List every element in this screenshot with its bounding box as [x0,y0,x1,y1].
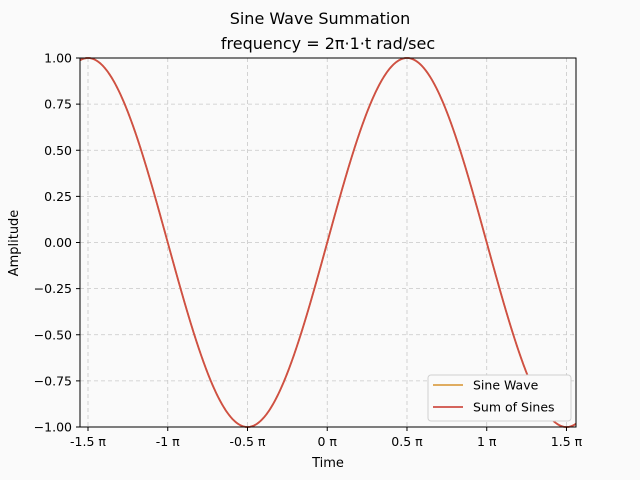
series-line-sum-of-sines [79,57,577,428]
legend-label-sum-of-sines: Sum of Sines [473,400,555,415]
x-tick-label: -0.5 π [230,434,266,449]
y-tick-label: 0.00 [44,235,72,250]
legend-label-sine-wave: Sine Wave [473,378,539,393]
legend-box [427,374,572,422]
x-tick-label: 1.5 π [551,434,583,449]
y-axis-label: Amplitude [7,210,22,277]
chart-title: Sine Wave Summation [230,9,411,28]
legend: Sine Wave Sum of Sines [427,374,572,422]
x-tick-label: 0 π [318,434,338,449]
y-tick-label: 0.25 [44,189,72,204]
x-tick-label: 0.5 π [391,434,423,449]
x-tick-label: -1.5 π [70,434,106,449]
x-axis-ticks: -1.5 π -1 π -0.5 π 0 π 0.5 π 1 π 1.5 π [70,427,583,449]
y-tick-label: 0.75 [44,97,72,112]
y-tick-label: 0.50 [44,143,72,158]
y-tick-label: 1.00 [44,51,72,66]
y-tick-label: −1.00 [34,420,72,435]
x-tick-label: -1 π [156,434,180,449]
x-axis-label: Time [311,456,344,471]
y-tick-label: −0.75 [34,373,72,388]
series-layer [79,57,577,428]
y-tick-label: −0.50 [34,327,72,342]
chart-subtitle: frequency = 2π·1·t rad/sec [221,34,435,53]
y-axis-ticks: 1.00 0.75 0.50 0.25 0.00 −0.25 −0.50 −0.75 −1.00 [34,51,80,435]
x-tick-label: 1 π [477,434,497,449]
y-tick-label: −0.25 [34,281,72,296]
